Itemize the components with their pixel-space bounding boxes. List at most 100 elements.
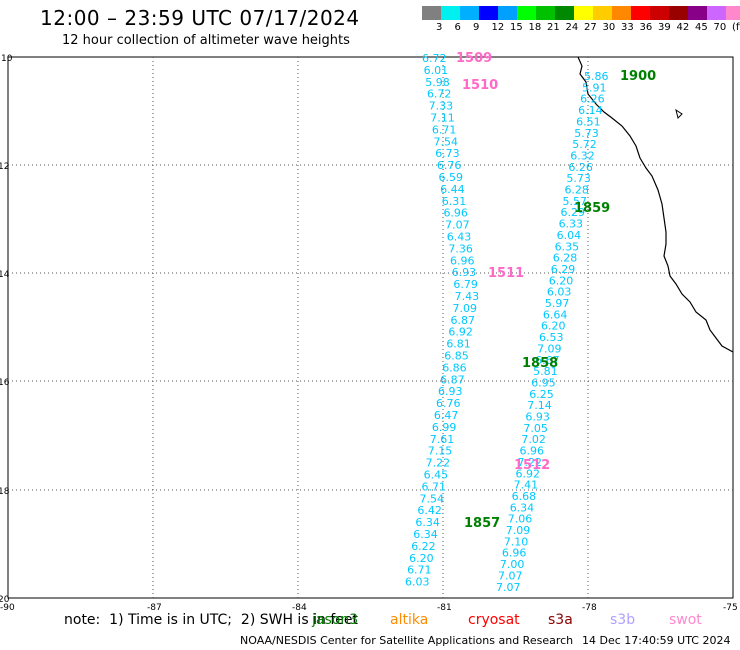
swh-value: 7.33: [429, 100, 454, 113]
footer-timestamp: 14 Dec 17:40:59 UTC 2024: [582, 634, 731, 647]
legend-label: 39: [658, 22, 671, 33]
legend-label: 12: [491, 22, 505, 33]
swh-value: 6.43: [447, 231, 472, 244]
swh-value: 7.54: [434, 135, 459, 148]
y-tick-label: 12: [0, 162, 9, 172]
swh-value: 6.32: [570, 149, 595, 162]
swh-value: 6.87: [440, 373, 465, 386]
swh-value: 5.73: [566, 172, 591, 185]
swh-value: 6.28: [564, 184, 589, 197]
pass-time-label: 1510: [462, 78, 498, 93]
legend-swatch: [498, 6, 517, 20]
swh-value: 6.28: [553, 252, 578, 265]
swh-value: 6.51: [576, 115, 601, 128]
swh-value: 7.10: [504, 535, 529, 548]
legend-swatch: [574, 6, 593, 20]
swh-value: 6.85: [444, 350, 469, 363]
swh-value: 6.20: [541, 320, 566, 333]
legend-label: 21: [547, 22, 560, 33]
legend-swatch: [422, 6, 441, 20]
pass-time-label: 1857: [464, 516, 500, 531]
y-tick-label: 20: [0, 595, 10, 605]
swh-value: 7.00: [500, 558, 525, 571]
swh-value: 6.96: [443, 207, 468, 220]
swh-value: 6.96: [450, 254, 475, 267]
pass-time-label: 1511: [488, 266, 524, 281]
swh-value: 7.07: [498, 569, 523, 582]
swh-value: 6.76: [437, 159, 462, 172]
x-tick-label: -84: [292, 603, 307, 613]
swh-value: 6.03: [405, 576, 430, 589]
swh-value: 7.22: [518, 456, 543, 469]
legend-label: 30: [602, 22, 616, 33]
x-tick-label: -75: [723, 603, 738, 613]
legend-label: 3: [436, 22, 443, 33]
swh-value: 6.29: [561, 206, 586, 219]
swh-value: 6.64: [543, 308, 568, 321]
swh-value: 5.98: [425, 76, 450, 89]
swh-value: 6.31: [442, 195, 467, 208]
island-outline: [675, 108, 683, 119]
satellite-label-s3b: s3b: [610, 612, 636, 628]
legend-swatch: [593, 6, 612, 20]
swh-value: 7.09: [537, 342, 562, 355]
swh-value: 6.87: [450, 314, 475, 327]
legend-label: 6: [454, 22, 461, 33]
swh-value: 6.44: [440, 183, 465, 196]
swh-value: 6.73: [435, 147, 460, 160]
swh-value: 6.53: [539, 331, 564, 344]
y-tick-label: 14: [0, 270, 10, 280]
swh-value: 6.76: [436, 397, 461, 410]
swh-value: 6.29: [551, 263, 576, 276]
swh-value: 6.79: [453, 278, 478, 291]
swh-value: 7.43: [455, 290, 480, 303]
legend-label: 24: [565, 22, 579, 33]
swh-value: 7.02: [521, 433, 546, 446]
swh-value: 6.20: [549, 274, 574, 287]
legend-swatch: [460, 6, 479, 20]
pass-time-label: 1859: [574, 201, 610, 216]
legend-label: 15: [510, 22, 523, 33]
swh-value: 6.47: [434, 409, 459, 422]
legend-label: 33: [621, 22, 634, 33]
x-tick-label: -81: [437, 603, 452, 613]
swh-value: 5.72: [572, 138, 597, 151]
page-title: 12:00 – 23:59 UTC 07/17/2024: [40, 6, 360, 30]
legend-swatch: [612, 6, 631, 20]
swh-value: 6.45: [424, 469, 449, 482]
swh-value: 6.04: [557, 229, 582, 242]
swh-value: 6.33: [559, 218, 584, 231]
swh-value: 6.71: [407, 564, 432, 577]
coastline: [577, 56, 734, 353]
swh-value: 6.95: [531, 376, 556, 389]
swh-value: 6.72: [427, 88, 452, 101]
x-tick-label: -78: [582, 603, 597, 613]
swh-value: 7.06: [508, 513, 533, 526]
swh-value: 6.01: [424, 64, 449, 77]
legend-swatch: [479, 6, 498, 20]
swh-value: 6.86: [442, 361, 467, 374]
y-tick-label: 10: [1, 54, 13, 64]
swh-value: 6.81: [446, 338, 471, 351]
swh-value: 6.20: [409, 552, 434, 565]
swh-value: 7.14: [527, 399, 552, 412]
swh-value: 6.93: [525, 411, 550, 424]
swh-value: 7.11: [430, 112, 455, 125]
swh-value: 6.96: [502, 547, 527, 560]
swh-value: 6.72: [422, 52, 447, 65]
swh-value: 6.34: [413, 528, 438, 541]
swh-value: 7.22: [426, 457, 451, 470]
pass-time-label: 1858: [522, 356, 558, 371]
footer-credit: NOAA/NESDIS Center for Satellite Applica…: [240, 634, 574, 647]
swh-value: 6.71: [432, 123, 457, 136]
legend-swatch: [441, 6, 460, 20]
satellite-label-swot: swot: [669, 612, 702, 628]
swh-value: 6.34: [415, 516, 440, 529]
legend-swatch: [650, 6, 669, 20]
swh-value: 7.05: [523, 422, 548, 435]
legend-swatch: [517, 6, 536, 20]
swh-value: 6.25: [529, 388, 554, 401]
legend-swatch: [536, 6, 555, 20]
swh-value: 7.07: [496, 581, 521, 594]
legend-swatch: [688, 6, 707, 20]
